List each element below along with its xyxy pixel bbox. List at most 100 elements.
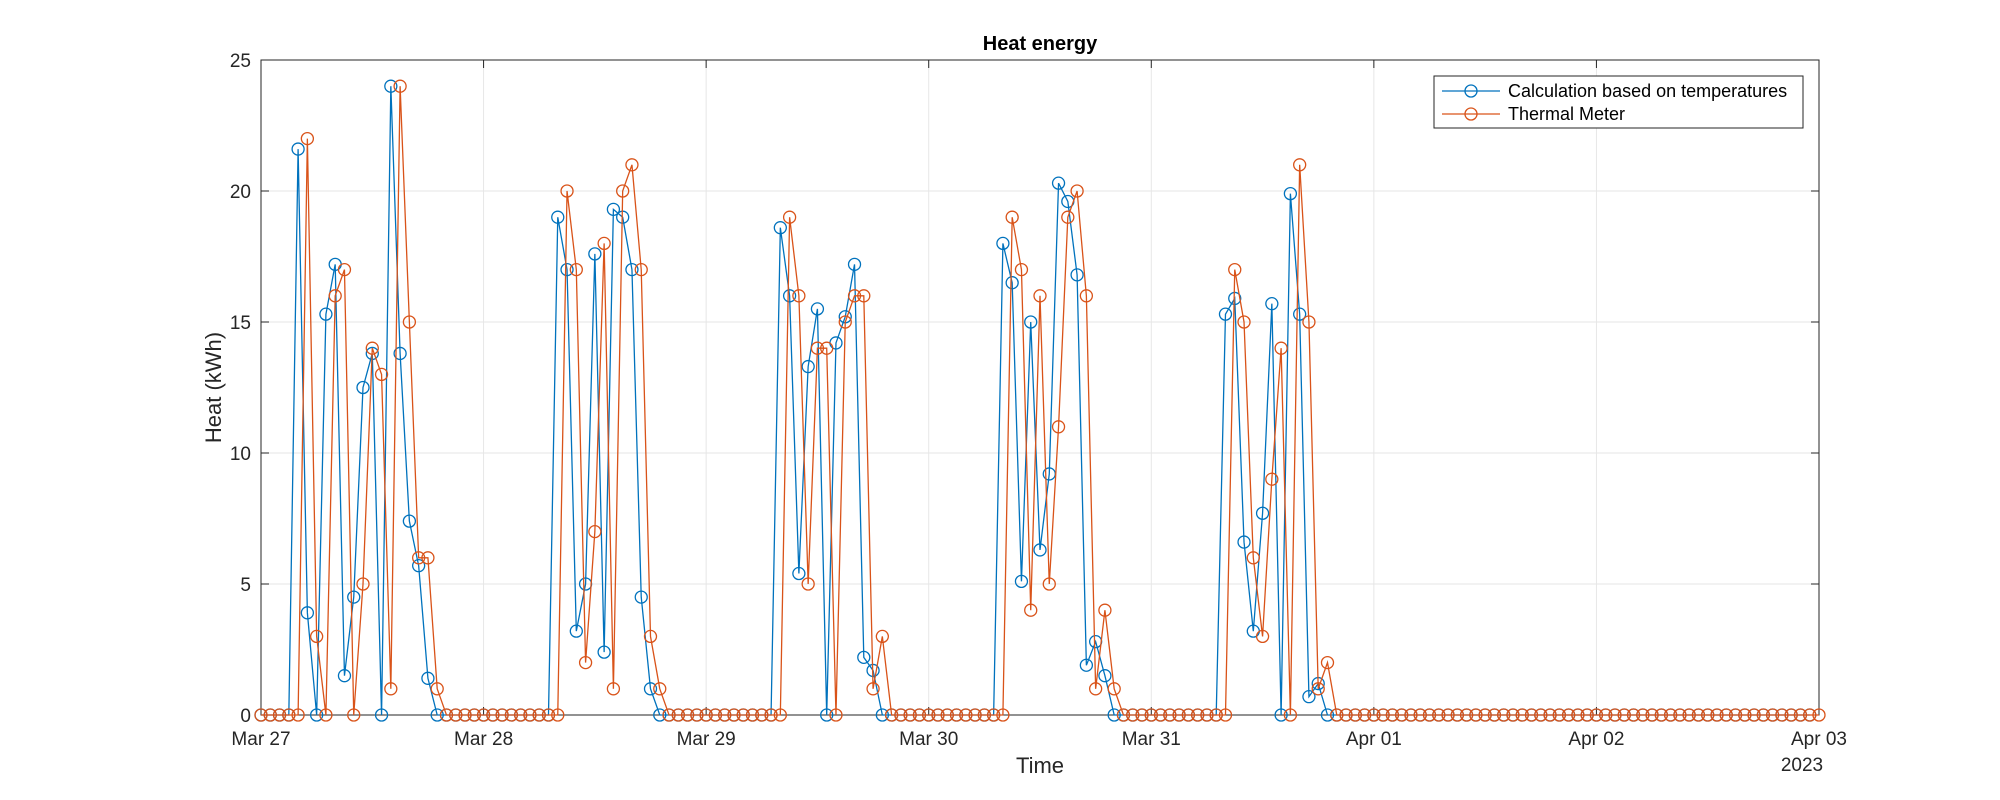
data-point	[1283, 186, 1298, 201]
data-point	[1005, 210, 1019, 224]
data-point	[1367, 708, 1381, 722]
data-point	[1302, 690, 1316, 704]
data-point	[1302, 315, 1316, 329]
data-point	[356, 577, 370, 591]
data-point	[671, 708, 685, 722]
data-point	[1283, 708, 1298, 722]
data-point	[282, 708, 296, 722]
data-point	[1320, 655, 1335, 670]
data-point	[1710, 708, 1724, 722]
data-point	[393, 346, 407, 361]
data-point	[949, 708, 964, 722]
data-point	[467, 708, 481, 722]
data-point	[486, 708, 500, 722]
x-tick-label: Apr 01	[1346, 729, 1402, 750]
plot-area-frame	[260, 59, 1820, 716]
data-point	[1385, 708, 1400, 722]
data-point	[940, 708, 954, 722]
series-layer	[254, 79, 1826, 722]
data-point	[708, 708, 723, 722]
data-point	[977, 708, 992, 722]
data-point	[309, 708, 324, 722]
data-point	[514, 708, 528, 722]
data-point	[764, 708, 778, 722]
data-point	[1506, 708, 1520, 722]
data-point	[847, 257, 862, 272]
data-point	[625, 158, 639, 172]
data-point	[912, 708, 927, 722]
data-point	[569, 624, 583, 638]
data-point	[1765, 708, 1780, 722]
data-point	[773, 221, 787, 235]
data-point	[1070, 268, 1084, 282]
data-point	[1126, 708, 1140, 722]
data-point	[300, 606, 315, 620]
data-point	[1237, 315, 1251, 329]
data-point	[1450, 708, 1464, 722]
data-point	[1552, 708, 1566, 722]
data-point	[1617, 708, 1631, 722]
data-point	[847, 289, 862, 303]
x-tick-label: Mar 28	[454, 729, 513, 750]
data-point	[430, 708, 444, 722]
y-tick-label: 0	[240, 706, 251, 727]
data-point	[597, 645, 611, 659]
data-point	[1237, 535, 1251, 549]
data-point	[1469, 708, 1483, 722]
data-point	[1181, 708, 1196, 722]
data-point	[1395, 708, 1409, 722]
data-point	[625, 262, 639, 277]
data-point	[337, 669, 352, 683]
data-point	[458, 708, 472, 722]
data-point	[838, 315, 852, 329]
data-point	[402, 315, 417, 329]
data-point	[643, 682, 658, 696]
legend: Calculation based on temperatures Thermal…	[1433, 75, 1804, 129]
data-point	[1654, 708, 1668, 722]
data-point	[319, 307, 333, 321]
legend-box	[1433, 75, 1804, 129]
data-point	[449, 708, 463, 722]
data-point	[337, 262, 352, 277]
data-point	[1163, 708, 1177, 722]
data-point	[1441, 708, 1455, 722]
data-point	[1098, 603, 1112, 617]
legend-marker	[1464, 107, 1478, 121]
data-point	[810, 341, 825, 355]
data-point	[374, 708, 389, 722]
data-point	[476, 708, 491, 722]
data-point	[402, 514, 417, 528]
legend-label: Thermal Meter	[1508, 104, 1625, 124]
data-point	[1228, 262, 1242, 277]
data-point	[1524, 708, 1539, 722]
data-point	[319, 708, 333, 722]
data-point	[1024, 315, 1038, 329]
data-point	[1580, 708, 1594, 722]
data-point	[309, 629, 324, 644]
y-tick-label: 5	[240, 575, 251, 596]
data-point	[412, 559, 426, 573]
data-point	[1413, 708, 1427, 722]
data-point	[365, 341, 379, 355]
data-point	[1376, 708, 1390, 722]
data-point	[1728, 708, 1743, 722]
data-point	[1330, 708, 1344, 722]
legend-item: Thermal Meter	[1442, 104, 1625, 124]
data-point	[1561, 708, 1576, 722]
data-point	[1293, 307, 1307, 321]
legend-label: Calculation based on temperatures	[1508, 81, 1787, 101]
data-point	[1357, 708, 1372, 722]
x-tick-label: Mar 29	[677, 729, 736, 750]
data-point	[820, 708, 834, 722]
data-point	[745, 708, 760, 722]
data-point	[1051, 176, 1066, 190]
legend-item: Calculation based on temperatures	[1442, 81, 1787, 101]
x-tick-label: Mar 31	[1122, 729, 1181, 750]
data-point	[829, 708, 843, 722]
data-point	[421, 671, 435, 685]
data-point	[1589, 708, 1604, 722]
y-tick-label: 20	[230, 182, 251, 203]
data-point	[1599, 708, 1613, 722]
data-point	[1218, 307, 1233, 321]
